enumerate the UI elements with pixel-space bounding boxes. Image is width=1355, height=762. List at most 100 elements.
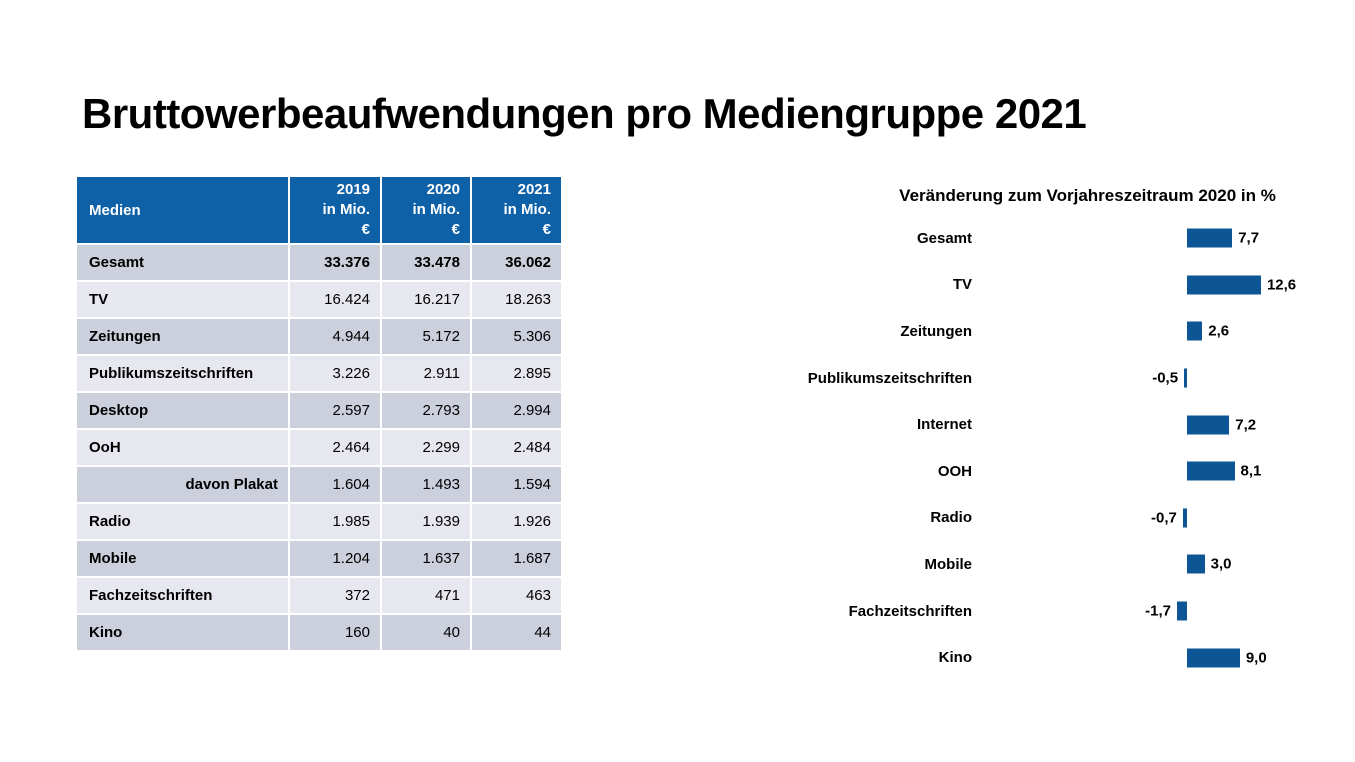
bar-value-label: 12,6	[1266, 276, 1297, 294]
bar-value-label: 2,6	[1208, 322, 1230, 340]
bar	[1187, 275, 1261, 295]
header-year: 2021	[517, 181, 551, 198]
category-label: Internet	[916, 416, 972, 434]
chart-row: Fachzeitschriften -1,7	[780, 588, 1355, 635]
cell-2021: 1.594	[472, 467, 561, 502]
cell-2019: 1.204	[290, 541, 380, 576]
cell-2021: 2.484	[472, 430, 561, 465]
table-header-2019: 2019 in Mio. €	[290, 177, 380, 243]
cell-2019: 16.424	[290, 282, 380, 317]
category-label: OOH	[937, 462, 972, 480]
cell-2020: 2.793	[382, 393, 470, 428]
chart-row: Mobile 3,0	[780, 541, 1355, 588]
row-label: Gesamt	[77, 245, 288, 280]
row-label: Mobile	[77, 541, 288, 576]
bar	[1187, 461, 1235, 481]
chart-row: Publikumszeitschriften -0,5	[780, 355, 1355, 402]
table-header-2020: 2020 in Mio. €	[382, 177, 470, 243]
row-label: Publikumszeitschriften	[77, 356, 288, 391]
category-label: Kino	[938, 649, 972, 667]
header-currency: €	[542, 221, 551, 238]
cell-2021: 44	[472, 615, 561, 650]
cell-2020: 1.939	[382, 504, 470, 539]
header-unit: in Mio.	[322, 201, 371, 218]
chart-row: Radio -0,7	[780, 495, 1355, 542]
cell-2021: 2.994	[472, 393, 561, 428]
category-label: Zeitungen	[900, 322, 972, 340]
header-unit: in Mio.	[412, 201, 461, 218]
header-currency: €	[361, 221, 370, 238]
row-label: Desktop	[77, 393, 288, 428]
change-bar-chart: Veränderung zum Vorjahreszeitraum 2020 i…	[780, 186, 1355, 681]
category-label: Mobile	[924, 555, 973, 573]
bar	[1182, 508, 1187, 528]
cell-2020: 2.911	[382, 356, 470, 391]
cell-2021: 1.926	[472, 504, 561, 539]
media-expenditure-table: Medien 2019 in Mio. € 2020 in Mio. € 202…	[77, 177, 561, 650]
cell-2021: 36.062	[472, 245, 561, 280]
table-header-medien: Medien	[77, 177, 288, 243]
category-label: Publikumszeitschriften	[807, 369, 972, 387]
chart-row: Zeitungen 2,6	[780, 308, 1355, 355]
bar-value-label: 9,0	[1245, 649, 1267, 667]
cell-2019: 1.604	[290, 467, 380, 502]
cell-2019: 1.985	[290, 504, 380, 539]
cell-2019: 372	[290, 578, 380, 613]
bar	[1187, 648, 1240, 668]
category-label: TV	[952, 276, 972, 294]
cell-2019: 2.464	[290, 430, 380, 465]
cell-2019: 4.944	[290, 319, 380, 354]
header-currency: €	[451, 221, 460, 238]
chart-row: Kino 9,0	[780, 634, 1355, 681]
row-label: Radio	[77, 504, 288, 539]
row-label: Zeitungen	[77, 319, 288, 354]
bar	[1187, 415, 1230, 435]
cell-2020: 33.478	[382, 245, 470, 280]
chart-row: TV 12,6	[780, 262, 1355, 309]
row-label: davon Plakat	[77, 467, 288, 502]
cell-2020: 40	[382, 615, 470, 650]
page-title: Bruttowerbeaufwendungen pro Mediengruppe…	[82, 90, 1087, 137]
bar	[1187, 228, 1233, 248]
bar	[1177, 601, 1187, 621]
row-label: TV	[77, 282, 288, 317]
cell-2021: 18.263	[472, 282, 561, 317]
header-year: 2019	[336, 181, 370, 198]
cell-2021: 5.306	[472, 319, 561, 354]
bar	[1187, 554, 1205, 574]
chart-title: Veränderung zum Vorjahreszeitraum 2020 i…	[899, 186, 1276, 205]
cell-2019: 33.376	[290, 245, 380, 280]
chart-row: Internet 7,2	[780, 401, 1355, 448]
cell-2019: 2.597	[290, 393, 380, 428]
bar-value-label: 7,7	[1238, 229, 1260, 247]
cell-2020: 2.299	[382, 430, 470, 465]
bar-value-label: -0,5	[1152, 369, 1179, 387]
category-label: Fachzeitschriften	[848, 602, 972, 620]
cell-2020: 5.172	[382, 319, 470, 354]
bar-value-label: -0,7	[1151, 509, 1177, 527]
cell-2020: 471	[382, 578, 470, 613]
category-label: Radio	[930, 509, 972, 527]
row-label: OoH	[77, 430, 288, 465]
row-label: Kino	[77, 615, 288, 650]
cell-2019: 3.226	[290, 356, 380, 391]
category-label: Gesamt	[916, 229, 972, 247]
cell-2021: 2.895	[472, 356, 561, 391]
cell-2020: 16.217	[382, 282, 470, 317]
header-year: 2020	[426, 181, 460, 198]
cell-2021: 1.687	[472, 541, 561, 576]
bar	[1187, 321, 1203, 341]
cell-2021: 463	[472, 578, 561, 613]
table-header-2021: 2021 in Mio. €	[472, 177, 561, 243]
cell-2020: 1.493	[382, 467, 470, 502]
bar-value-label: 7,2	[1235, 416, 1257, 434]
bar	[1184, 368, 1187, 388]
bar-value-label: -1,7	[1145, 602, 1172, 620]
cell-2019: 160	[290, 615, 380, 650]
bar-value-label: 3,0	[1210, 555, 1232, 573]
chart-rows: Gesamt 7,7 TV 12,6 Zeitungen 2,6 Publiku…	[780, 215, 1355, 681]
row-label: Fachzeitschriften	[77, 578, 288, 613]
cell-2020: 1.637	[382, 541, 470, 576]
header-unit: in Mio.	[503, 201, 552, 218]
chart-row: OOH 8,1	[780, 448, 1355, 495]
